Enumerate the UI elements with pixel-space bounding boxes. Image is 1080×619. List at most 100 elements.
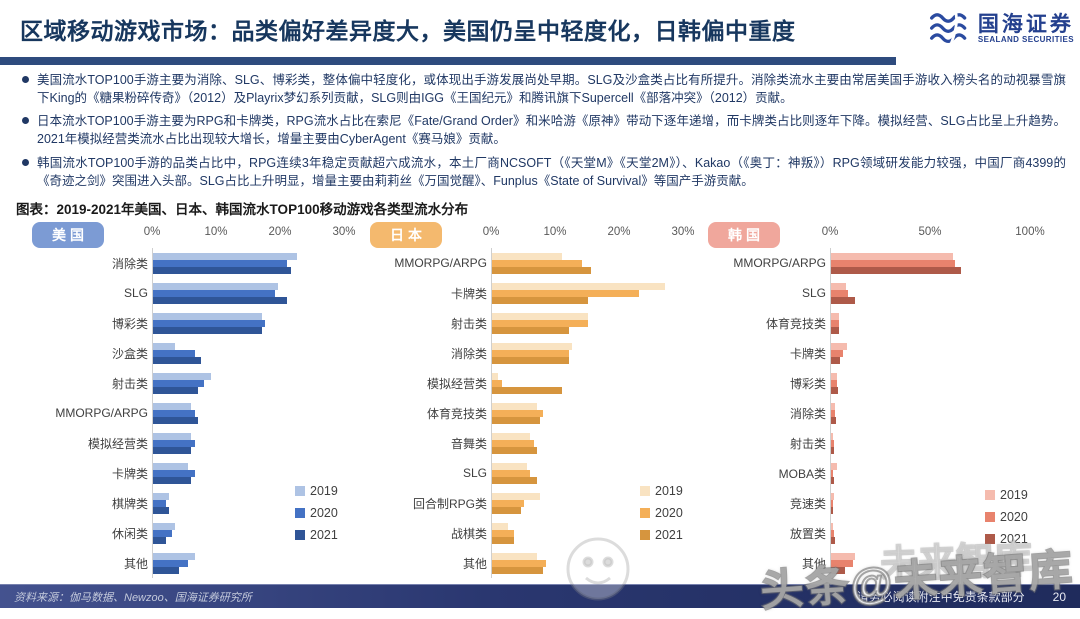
sealand-logo: 国海证券 SEALAND SECURITIES — [928, 6, 1074, 52]
chart-row: SLG — [368, 458, 700, 488]
bar-2020 — [831, 289, 848, 297]
bar-group — [491, 548, 700, 578]
bar-group — [152, 518, 352, 548]
chart-row: 卡牌类 — [368, 278, 700, 308]
bar-2019 — [153, 312, 262, 320]
axis-ticks-japan: 0% 10% 20% 30% — [368, 226, 700, 242]
legend-label: 2021 — [1000, 532, 1028, 546]
category-label: 博彩类 — [111, 316, 148, 331]
bar-group — [152, 248, 352, 278]
category-label: 战棋类 — [450, 526, 487, 541]
bar-2019 — [831, 372, 837, 380]
category-label: 射击类 — [450, 316, 487, 331]
bar-group — [152, 338, 352, 368]
bar-2021 — [492, 416, 540, 424]
legend-label: 2020 — [310, 506, 338, 520]
bullet-dot-icon — [22, 117, 29, 125]
bar-2020 — [492, 349, 569, 357]
chart-legend-japan: 2019 2020 2021 — [640, 484, 683, 542]
bar-2019 — [831, 282, 846, 290]
bullet-dot-icon — [22, 158, 29, 166]
bar-2019 — [153, 282, 278, 290]
legend-swatch-icon — [295, 486, 305, 496]
bar-2019 — [831, 342, 847, 350]
chart-row: 博彩类 — [706, 368, 1068, 398]
axis-tick-label: 100% — [1015, 226, 1045, 238]
bar-group — [830, 428, 1068, 458]
chart-row: SLG — [30, 278, 352, 308]
category-label: 模拟经营类 — [426, 376, 487, 391]
bar-2020 — [831, 319, 839, 327]
chart-row: 其他 — [706, 548, 1068, 578]
bar-2019 — [153, 402, 192, 410]
bar-group — [491, 458, 700, 488]
bar-2021 — [831, 356, 840, 364]
bar-2020 — [492, 289, 640, 297]
chart-row: 音舞类 — [368, 428, 700, 458]
category-label: SLG — [801, 286, 826, 300]
category-label: 休闲类 — [111, 526, 148, 541]
bar-2019 — [153, 252, 297, 260]
axis-tick-label: 50% — [918, 226, 942, 238]
bar-2020 — [831, 529, 834, 537]
region-pill-us: 美国 — [32, 222, 104, 248]
category-label: 博彩类 — [789, 376, 826, 391]
category-label: 其他 — [462, 556, 487, 571]
axis-tick-label: 30% — [332, 226, 356, 238]
bar-2021 — [492, 386, 563, 394]
chart-row: 竞速类 — [706, 488, 1068, 518]
bar-2021 — [153, 536, 166, 544]
bar-2020 — [153, 379, 205, 387]
bar-2021 — [153, 356, 201, 364]
bar-2019 — [153, 462, 189, 470]
axis-tick-label: 10% — [543, 226, 567, 238]
chart-row: 消除类 — [368, 338, 700, 368]
bar-2020 — [153, 409, 195, 417]
bar-2021 — [153, 296, 288, 304]
category-label: 放置类 — [789, 526, 826, 541]
category-label: 回合制RPG类 — [412, 496, 487, 511]
category-label: SLG — [123, 286, 148, 300]
bar-2020 — [831, 439, 834, 447]
axis-tick-label: 10% — [204, 226, 228, 238]
category-label: 消除类 — [111, 256, 148, 271]
chart-row: 放置类 — [706, 518, 1068, 548]
category-label: 其他 — [123, 556, 148, 571]
bar-2020 — [153, 439, 195, 447]
bar-2019 — [831, 432, 833, 440]
logo-name-cn: 国海证券 — [977, 13, 1074, 37]
legend-swatch-icon — [640, 486, 650, 496]
bar-2019 — [831, 552, 855, 560]
bar-2019 — [153, 522, 176, 530]
category-label: 卡牌类 — [450, 286, 487, 301]
bullet-us-text: 美国流水TOP100手游主要为消除、SLG、博彩类，整体偏中轻度化，或体现出手游… — [37, 73, 1066, 106]
bar-group — [491, 428, 700, 458]
bar-2020 — [153, 319, 265, 327]
chart-row: 模拟经营类 — [368, 368, 700, 398]
category-label: 卡牌类 — [111, 466, 148, 481]
legend-swatch-icon — [640, 508, 650, 518]
bar-2021 — [492, 476, 537, 484]
bullet-japan: 日本流水TOP100手游主要为RPG和卡牌类，RPG流水占比在索尼《Fate/G… — [22, 112, 1066, 148]
bar-2019 — [153, 342, 176, 350]
bar-2019 — [492, 552, 537, 560]
legend-swatch-icon — [295, 530, 305, 540]
legend-item-2021: 2021 — [295, 528, 338, 542]
chart-japan: 日本 0% 10% 20% 30% MMORPG/ARPG 卡牌类 射击类 消除类 模拟经营类… — [368, 222, 700, 578]
chart-row: 消除类 — [30, 248, 352, 278]
legend-item-2019: 2019 — [640, 484, 683, 498]
category-label: MOBA类 — [778, 466, 826, 481]
bar-2021 — [153, 326, 262, 334]
bar-2020 — [831, 379, 837, 387]
bar-2020 — [153, 559, 189, 567]
bar-group — [491, 248, 700, 278]
bullet-korea: 韩国流水TOP100手游的品类占比中，RPG连续3年稳定贡献超六成流水，本土厂商… — [22, 154, 1066, 190]
chart-legend-korea: 2019 2020 2021 — [985, 488, 1028, 546]
axis-ticks-korea: 0% 50% 100% — [706, 226, 1068, 242]
bar-2021 — [831, 296, 855, 304]
legend-item-2019: 2019 — [295, 484, 338, 498]
legend-swatch-icon — [985, 512, 995, 522]
category-label: 其他 — [801, 556, 826, 571]
bar-2020 — [153, 469, 195, 477]
bar-2020 — [153, 499, 166, 507]
